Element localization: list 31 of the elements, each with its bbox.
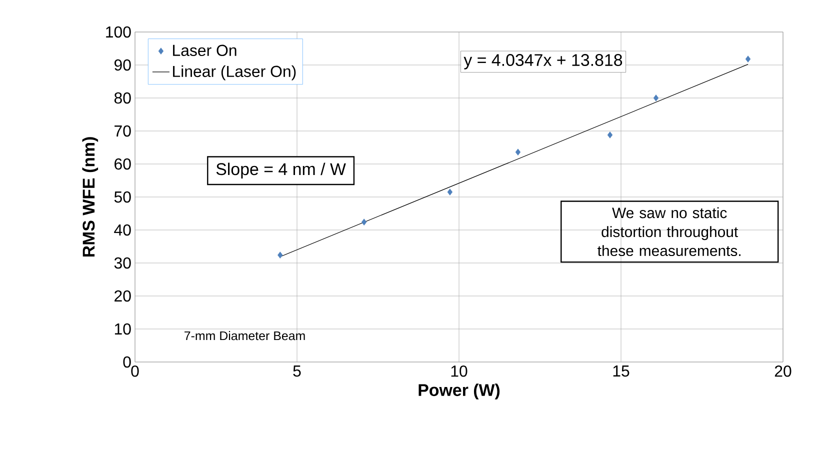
y-tick-label: 90 <box>114 59 131 71</box>
x-tick-label: 15 <box>613 366 630 377</box>
y-tick-label: 10 <box>114 323 131 335</box>
annotation: y = 4.0347x + 13.818 <box>464 54 622 70</box>
point <box>653 94 659 102</box>
y-tick-label: 0 <box>123 356 131 368</box>
y-axis-title: RMS WFE (nm) <box>82 137 98 257</box>
y-tick-label: 70 <box>114 125 131 137</box>
point <box>607 132 613 138</box>
y-tick-label: 60 <box>114 158 131 170</box>
y-tick-label: 40 <box>114 224 131 236</box>
y-tick-label: 100 <box>106 26 131 38</box>
point <box>515 148 521 156</box>
x-tick-label: 0 <box>131 366 139 377</box>
y-tick-label: 30 <box>114 257 131 269</box>
y-tick-label: 50 <box>114 191 131 203</box>
annotation: We saw no static distortion throughout these measurements. <box>598 207 740 256</box>
x-tick-label: 5 <box>293 366 301 377</box>
point <box>745 56 751 62</box>
annotation: 7-mm Diameter Beam <box>184 331 305 340</box>
y-tick-label: 80 <box>114 92 131 104</box>
point <box>278 252 283 258</box>
point <box>447 188 453 196</box>
x-tick-label: 20 <box>774 366 792 377</box>
x-tick-label: 10 <box>451 366 468 377</box>
x-axis-title: Power (W) <box>418 384 500 400</box>
point <box>361 218 367 226</box>
annotation: Slope = 4 nm / W <box>216 162 346 178</box>
legend-label: Linear (Laser On) <box>173 65 296 80</box>
legend-label: Laser On <box>173 44 236 56</box>
y-tick-label: 20 <box>114 290 131 302</box>
